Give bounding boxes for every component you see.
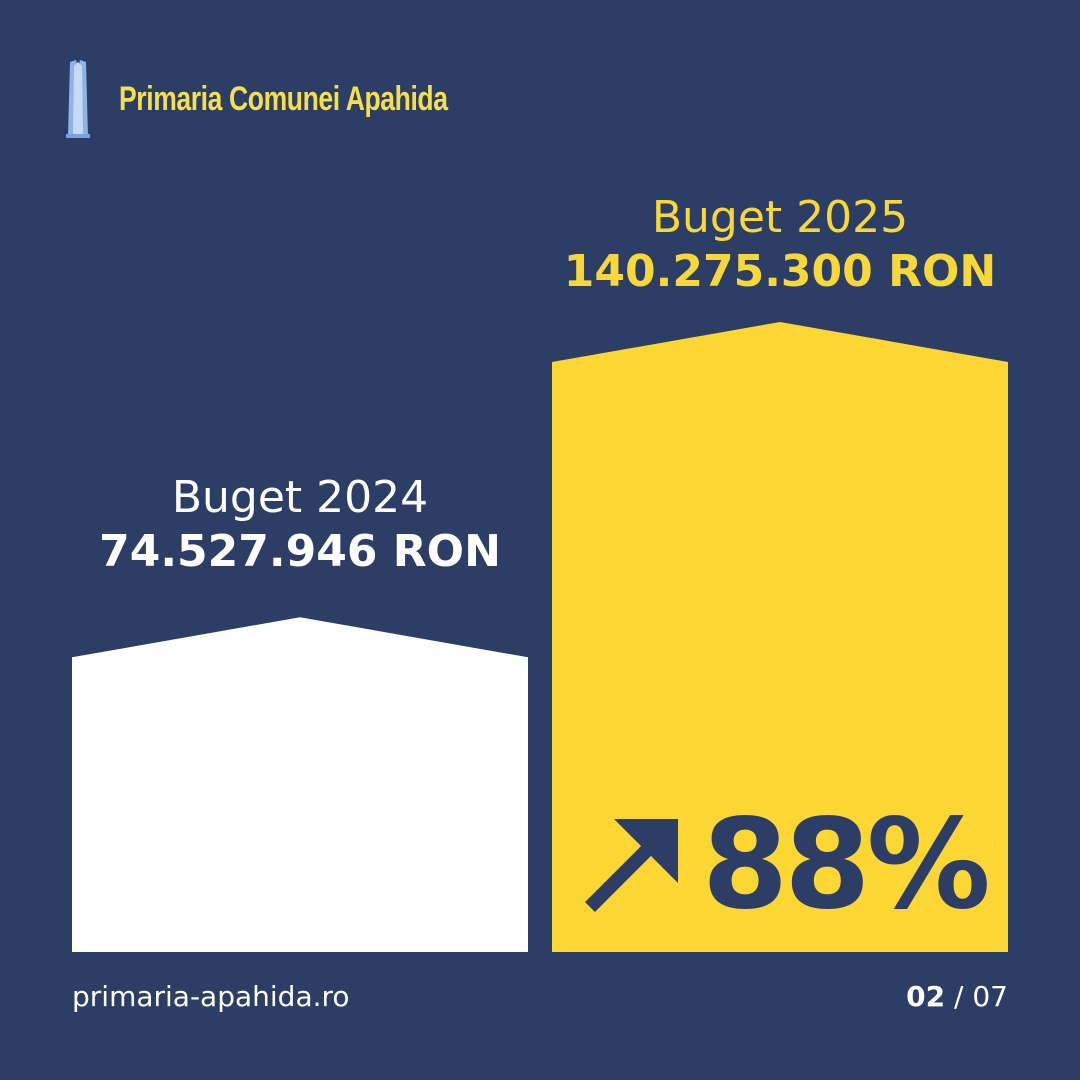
growth-percent: 88%	[702, 793, 991, 937]
monument-logo-icon	[66, 60, 90, 138]
value-label-2025: 140.275.300 RON	[563, 246, 997, 297]
page-separator: /	[945, 980, 973, 1013]
bar-2025	[552, 322, 1008, 952]
page-current: 02	[906, 980, 946, 1013]
brand-name: Primaria Comunei Apahida	[119, 80, 448, 118]
bar-2024	[72, 617, 528, 952]
bar-label-2025: Buget 2025 140.275.300 RON	[540, 192, 1020, 300]
page-indicator: 02 / 07	[906, 980, 1008, 1013]
category-label-2025: Buget 2025	[651, 192, 909, 243]
page-total: 07	[972, 980, 1008, 1013]
category-label-2024: Buget 2024	[171, 472, 429, 523]
website-link[interactable]: primaria-apahida.ro	[72, 980, 350, 1013]
bar-label-2024: Buget 2024 74.527.946 RON	[60, 472, 540, 580]
value-label-2024: 74.527.946 RON	[99, 526, 501, 577]
growth-annotation: 88%	[580, 793, 991, 937]
arrow-up-right-icon	[585, 819, 678, 912]
